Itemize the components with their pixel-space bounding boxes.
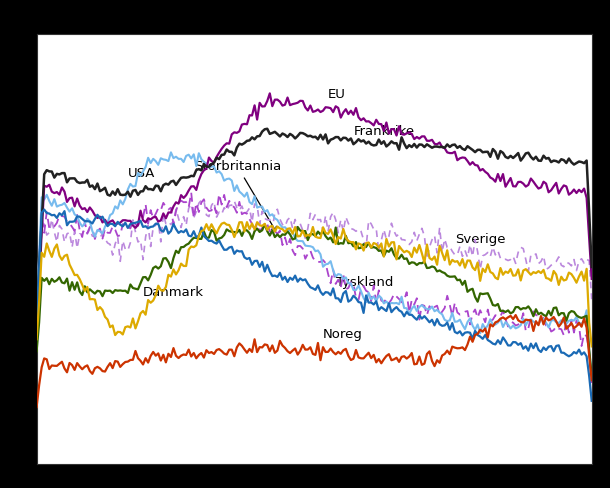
- Text: Tyskland: Tyskland: [336, 276, 393, 289]
- Text: Frankrike: Frankrike: [353, 125, 415, 138]
- Text: Danmark: Danmark: [143, 285, 204, 299]
- Text: Sverige: Sverige: [455, 233, 505, 245]
- Text: USA: USA: [128, 167, 155, 180]
- Text: EU: EU: [328, 88, 346, 102]
- Text: Storbritannia: Storbritannia: [194, 160, 281, 230]
- Text: Noreg: Noreg: [323, 328, 363, 341]
